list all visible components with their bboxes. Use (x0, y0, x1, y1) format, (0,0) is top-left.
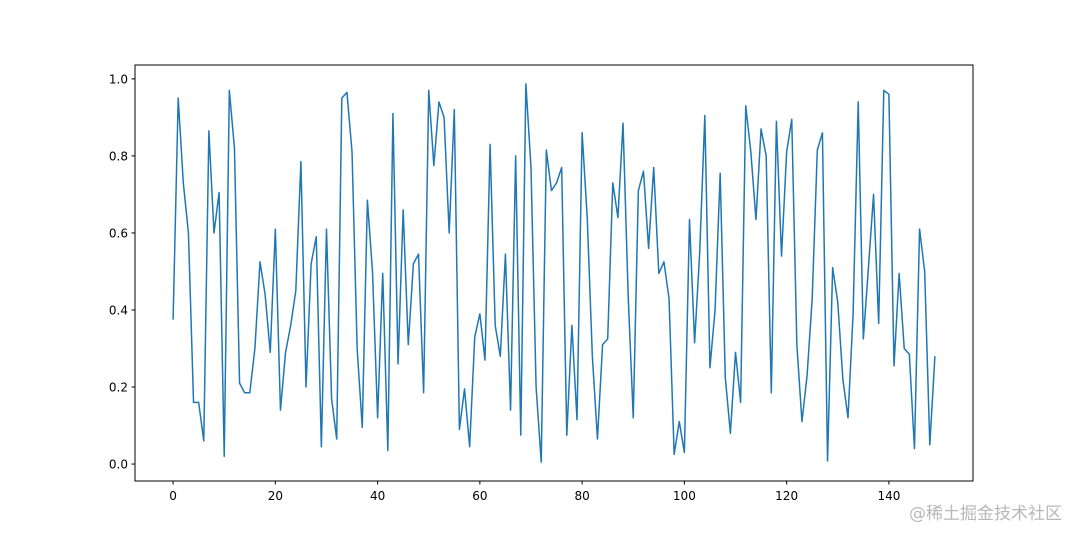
x-tick-label: 20 (268, 489, 283, 503)
x-tick-label: 40 (370, 489, 385, 503)
watermark: @稀土掘金技术社区 (909, 504, 1062, 524)
y-tick-label: 0.4 (109, 303, 128, 317)
y-tick-label: 0.2 (109, 381, 128, 395)
y-tick-label: 1.0 (109, 72, 128, 86)
y-tick-label: 0.8 (109, 149, 128, 163)
y-tick-label: 0.0 (109, 458, 128, 472)
data-line (172, 83, 936, 463)
x-tick-label: 140 (877, 489, 900, 503)
x-tick-label: 80 (574, 489, 589, 503)
x-tick-label: 100 (673, 489, 696, 503)
x-tick-label: 0 (169, 489, 177, 503)
x-tick-label: 120 (775, 489, 798, 503)
axes-frame (134, 64, 974, 482)
x-tick-label: 60 (472, 489, 487, 503)
y-tick-label: 0.6 (109, 226, 128, 240)
